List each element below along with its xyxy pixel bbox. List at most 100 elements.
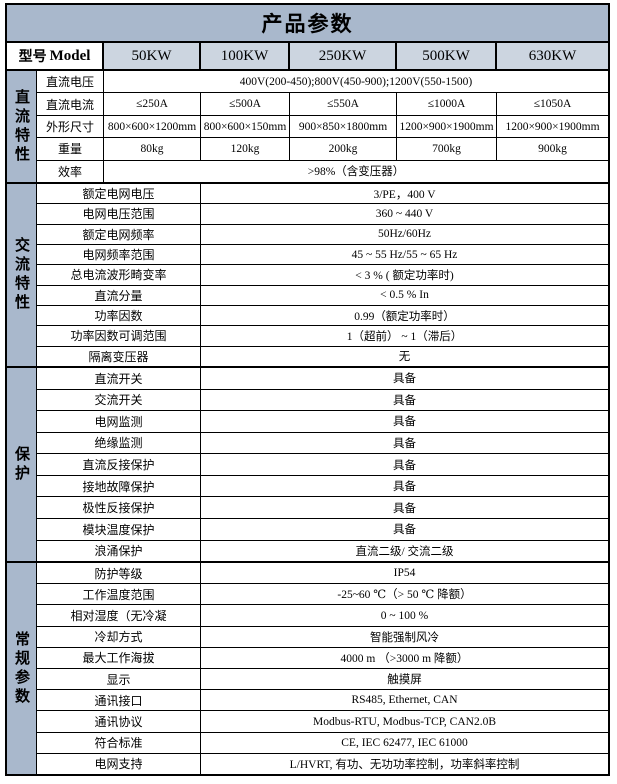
param-value: 700kg	[397, 138, 497, 160]
spec-table: 产品参数 型号 Model 50KW 100KW 250KW 500KW 630…	[5, 3, 610, 776]
spec-row: 电网频率范围 45 ~ 55 Hz/55 ~ 65 Hz	[37, 243, 608, 265]
spec-row: 重量 80kg 120kg 200kg 700kg 900kg	[37, 137, 608, 160]
param-label: 效率	[37, 160, 104, 183]
spec-row: 电网电压范围 360 ~ 440 V	[37, 203, 608, 224]
section-protection: 保护 直流开关 具备 交流开关 具备 电网监测 具备 绝缘监测 具备 直流反接保…	[7, 366, 608, 562]
param-label: 额定电网频率	[37, 224, 201, 244]
param-label: 通讯接口	[37, 690, 201, 711]
param-value: L/HVRT, 有功、无功功率控制，功率斜率控制	[289, 758, 520, 771]
param-value: 0.99（额定功率时）	[354, 310, 455, 323]
column-header-50kw: 50KW	[104, 43, 201, 69]
spec-row: 外形尺寸 800×600×1200mm 800×600×150mm 900×85…	[37, 114, 608, 138]
param-value: 具备	[393, 459, 416, 472]
param-label: 总电流波形畸变率	[37, 265, 201, 285]
spec-row: 浪涌保护 直流二级/ 交流二级	[37, 539, 608, 562]
spec-row: 额定电网频率 50Hz/60Hz	[37, 223, 608, 244]
column-header-250kw: 250KW	[290, 43, 397, 69]
param-label: 相对湿度（无冷凝	[37, 605, 201, 626]
spec-row: 显示 触摸屏	[37, 668, 608, 690]
category-label-ac: 交流特性	[7, 184, 37, 366]
spec-row: 额定电网电压 3/PE，400 V	[37, 184, 608, 204]
param-label: 绝缘监测	[37, 432, 201, 454]
param-label: 重量	[37, 138, 104, 160]
spec-row: 效率 >98%（含变压器）	[37, 159, 608, 183]
param-value: 800×600×1200mm	[104, 115, 201, 138]
param-label: 接地故障保护	[37, 475, 201, 497]
param-value: 400V(200-450);800V(450-900);1200V(550-15…	[239, 75, 473, 88]
model-label-en: Model	[49, 47, 91, 64]
param-value: ≤1000A	[397, 93, 497, 115]
table-title: 产品参数	[7, 5, 608, 43]
param-value: 具备	[393, 481, 416, 494]
param-value: 45 ~ 55 Hz/55 ~ 65 Hz	[351, 248, 458, 261]
param-value: 具备	[393, 394, 416, 407]
spec-row: 相对湿度（无冷凝 0 ~ 100 %	[37, 604, 608, 626]
param-label: 电网电压范围	[37, 204, 201, 224]
spec-row: 通讯接口 RS485, Ethernet, CAN	[37, 689, 608, 711]
param-value: 具备	[393, 502, 416, 515]
param-value: 具备	[393, 416, 416, 429]
category-label-general: 常规参数	[7, 563, 37, 774]
spec-row: 交流开关 具备	[37, 388, 608, 411]
param-label: 功率因数可调范围	[37, 326, 201, 346]
param-label: 电网频率范围	[37, 244, 201, 265]
param-label: 防护等级	[37, 563, 201, 584]
param-value: 900kg	[538, 142, 567, 155]
spec-row: 绝缘监测 具备	[37, 431, 608, 454]
param-value: 1（超前） ~ 1（滞后）	[346, 330, 463, 343]
param-label: 额定电网电压	[37, 184, 201, 204]
param-label: 直流电流	[37, 93, 104, 115]
param-label: 符合标准	[37, 732, 201, 753]
param-label: 通讯协议	[37, 711, 201, 732]
param-label: 显示	[37, 669, 201, 690]
param-value: 200kg	[290, 138, 397, 160]
param-value: 800×600×150mm	[201, 115, 290, 138]
param-value: 360 ~ 440 V	[375, 207, 434, 220]
param-value: -25~60 ℃（> 50 ℃ 降额）	[337, 589, 472, 602]
param-value: < 0.5 % In	[380, 289, 429, 302]
spec-row: 冷却方式 智能强制风冷	[37, 625, 608, 647]
param-label: 外形尺寸	[37, 115, 104, 138]
spec-row: 直流分量 < 0.5 % In	[37, 284, 608, 305]
category-label-protection: 保护	[7, 368, 37, 561]
spec-row: 防护等级 IP54	[37, 563, 608, 584]
spec-row: 直流电流 ≤250A ≤500A ≤550A ≤1000A ≤1050A	[37, 92, 608, 115]
spec-row: 模块温度保护 具备	[37, 517, 608, 540]
param-value: 80kg	[104, 138, 201, 160]
param-value: IP54	[393, 567, 416, 580]
spec-row: 电网支持 L/HVRT, 有功、无功功率控制，功率斜率控制	[37, 752, 608, 775]
spec-row: 直流开关 具备	[37, 368, 608, 389]
param-value: ≤1050A	[533, 98, 572, 111]
param-label: 功率因数	[37, 305, 201, 326]
param-value: 3/PE，400 V	[373, 188, 436, 201]
param-label: 电网支持	[37, 753, 201, 775]
param-label: 隔离变压器	[37, 346, 201, 366]
spec-row: 符合标准 CE, IEC 62477, IEC 61000	[37, 731, 608, 753]
param-label: 模块温度保护	[37, 518, 201, 540]
spec-row: 隔离变压器 无	[37, 345, 608, 366]
spec-row: 功率因数可调范围 1（超前） ~ 1（滞后）	[37, 325, 608, 346]
spec-row: 极性反接保护 具备	[37, 496, 608, 518]
param-value: 900×850×1800mm	[290, 115, 397, 138]
model-label-cn: 型号	[18, 48, 47, 64]
param-label: 直流反接保护	[37, 454, 201, 475]
spec-row: 直流反接保护 具备	[37, 453, 608, 475]
param-label: 直流分量	[37, 285, 201, 305]
model-header-cell: 型号 Model	[7, 43, 104, 69]
spec-row: 总电流波形畸变率 < 3 % ( 额定功率时)	[37, 264, 608, 285]
spec-row: 通讯协议 Modbus-RTU, Modbus-TCP, CAN2.0B	[37, 710, 608, 732]
param-value: >98%（含变压器）	[307, 166, 405, 179]
spec-row: 电网监测 具备	[37, 410, 608, 432]
section-dc: 直流特性 直流电压 400V(200-450);800V(450-900);12…	[7, 69, 608, 183]
param-label: 工作温度范围	[37, 584, 201, 605]
param-value: 无	[398, 351, 411, 364]
param-value: 120kg	[201, 138, 290, 160]
param-value: < 3 % ( 额定功率时)	[355, 269, 454, 282]
param-value: 1200×900×1900mm	[505, 120, 600, 133]
category-label-dc: 直流特性	[7, 71, 37, 182]
param-label: 浪涌保护	[37, 540, 201, 562]
param-label: 交流开关	[37, 389, 201, 411]
param-value: ≤250A	[104, 93, 201, 115]
param-value: 4000 m （>3000 m 降额）	[340, 652, 469, 665]
param-value: CE, IEC 62477, IEC 61000	[341, 736, 468, 749]
